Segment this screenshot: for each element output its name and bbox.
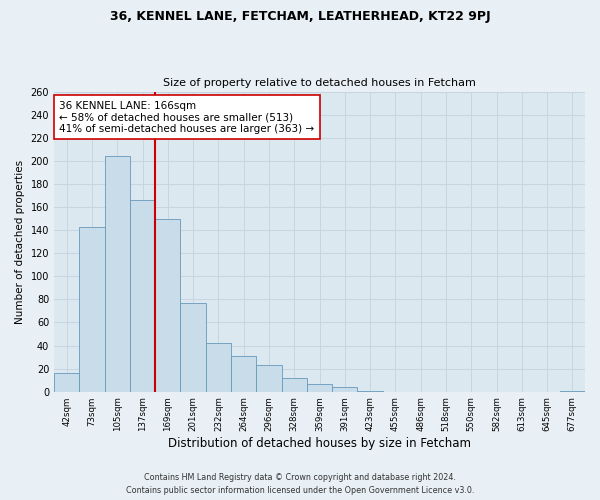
Bar <box>206 343 231 392</box>
Y-axis label: Number of detached properties: Number of detached properties <box>15 160 25 324</box>
Text: 36, KENNEL LANE, FETCHAM, LEATHERHEAD, KT22 9PJ: 36, KENNEL LANE, FETCHAM, LEATHERHEAD, K… <box>110 10 490 23</box>
Title: Size of property relative to detached houses in Fetcham: Size of property relative to detached ho… <box>163 78 476 88</box>
Bar <box>281 378 307 392</box>
Text: Contains HM Land Registry data © Crown copyright and database right 2024.
Contai: Contains HM Land Registry data © Crown c… <box>126 474 474 495</box>
Bar <box>130 200 155 392</box>
Text: 36 KENNEL LANE: 166sqm
← 58% of detached houses are smaller (513)
41% of semi-de: 36 KENNEL LANE: 166sqm ← 58% of detached… <box>59 100 314 134</box>
Bar <box>181 303 206 392</box>
X-axis label: Distribution of detached houses by size in Fetcham: Distribution of detached houses by size … <box>168 437 471 450</box>
Bar <box>560 390 585 392</box>
Bar <box>104 156 130 392</box>
Bar <box>358 390 383 392</box>
Bar <box>54 373 79 392</box>
Bar <box>332 387 358 392</box>
Bar <box>79 226 104 392</box>
Bar <box>155 218 181 392</box>
Bar <box>231 356 256 392</box>
Bar <box>307 384 332 392</box>
Bar <box>256 365 281 392</box>
